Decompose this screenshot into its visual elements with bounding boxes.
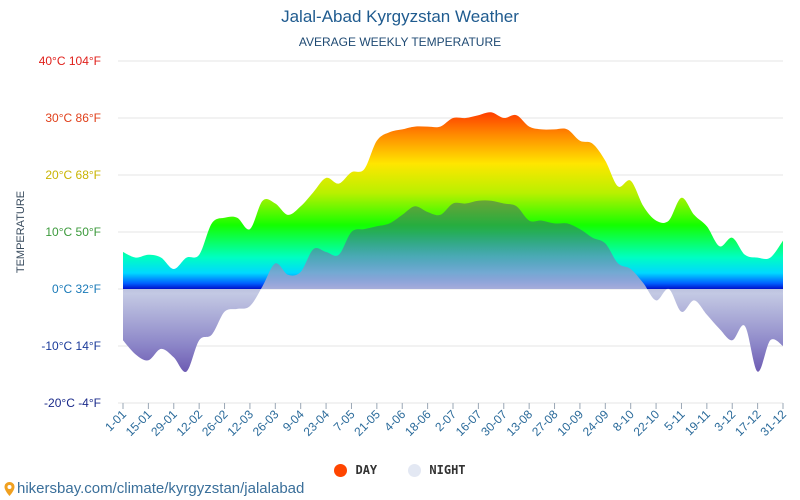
y-tick-label: -10°C 14°F	[41, 339, 101, 353]
y-axis-ticks: 40°C 104°F 30°C 86°F 20°C 68°F 10°C 50°F 0°C…	[39, 54, 101, 410]
x-tick-label: 31-12	[758, 407, 790, 439]
y-tick-label: 40°C 104°F	[39, 54, 101, 68]
x-tick-label: 17-12	[732, 407, 764, 439]
y-tick-label: -20°C -4°F	[44, 396, 101, 410]
source-url: hikersbay.com/climate/kyrgyzstan/jalalab…	[17, 480, 305, 497]
day-marker-icon	[334, 463, 348, 477]
map-pin-icon	[4, 481, 15, 496]
x-tick-label: 22-10	[631, 407, 663, 439]
x-tick-label: 30-07	[478, 407, 510, 439]
chart-title: Jalal-Abad Kyrgyzstan Weather	[281, 7, 519, 26]
x-tick-label: 19-11	[682, 407, 713, 438]
night-temperature-area	[123, 200, 783, 373]
legend-label-day: DAY	[355, 463, 378, 477]
y-tick-label: 0°C 32°F	[52, 282, 101, 296]
day-temperature-area	[123, 112, 783, 289]
legend-item-day[interactable]: DAY	[334, 463, 377, 477]
x-tick-label: 26-02	[199, 407, 231, 439]
x-tick-label: 16-07	[453, 407, 485, 439]
x-tick-label: 24-09	[580, 407, 612, 439]
x-tick-label: 23-04	[301, 407, 333, 439]
source-link[interactable]: hikersbay.com/climate/kyrgyzstan/jalalab…	[4, 480, 304, 497]
x-tick-label: 26-03	[250, 407, 282, 439]
temperature-chart: 40°C 104°F 30°C 86°F 20°C 68°F 10°C 50°F 0°C…	[39, 54, 790, 439]
legend: DAY NIGHT	[0, 463, 800, 480]
chart-subtitle: AVERAGE WEEKLY TEMPERATURE	[298, 35, 502, 49]
y-tick-label: 20°C 68°F	[45, 168, 101, 182]
x-tick-label: 12-03	[224, 407, 256, 439]
x-tick-label: 21-05	[351, 407, 383, 439]
x-tick-label: 15-01	[123, 407, 155, 439]
y-tick-label: 30°C 86°F	[45, 111, 101, 125]
night-marker-icon	[408, 463, 422, 477]
legend-item-night[interactable]: NIGHT	[408, 463, 466, 477]
x-tick-label: 27-08	[529, 407, 561, 439]
y-tick-label: 10°C 50°F	[45, 225, 101, 239]
grid-lines	[118, 60, 783, 404]
x-axis-ticks: 1-0115-0129-0112-0226-0212-0326-039-0423…	[102, 403, 789, 439]
legend-label-night: NIGHT	[429, 463, 466, 477]
x-tick-label: 13-08	[504, 407, 536, 439]
x-tick-label: 12-02	[174, 407, 206, 439]
x-tick-label: 18-06	[402, 407, 434, 439]
x-tick-label: 10-09	[554, 407, 586, 439]
x-tick-label: 29-01	[148, 407, 180, 439]
